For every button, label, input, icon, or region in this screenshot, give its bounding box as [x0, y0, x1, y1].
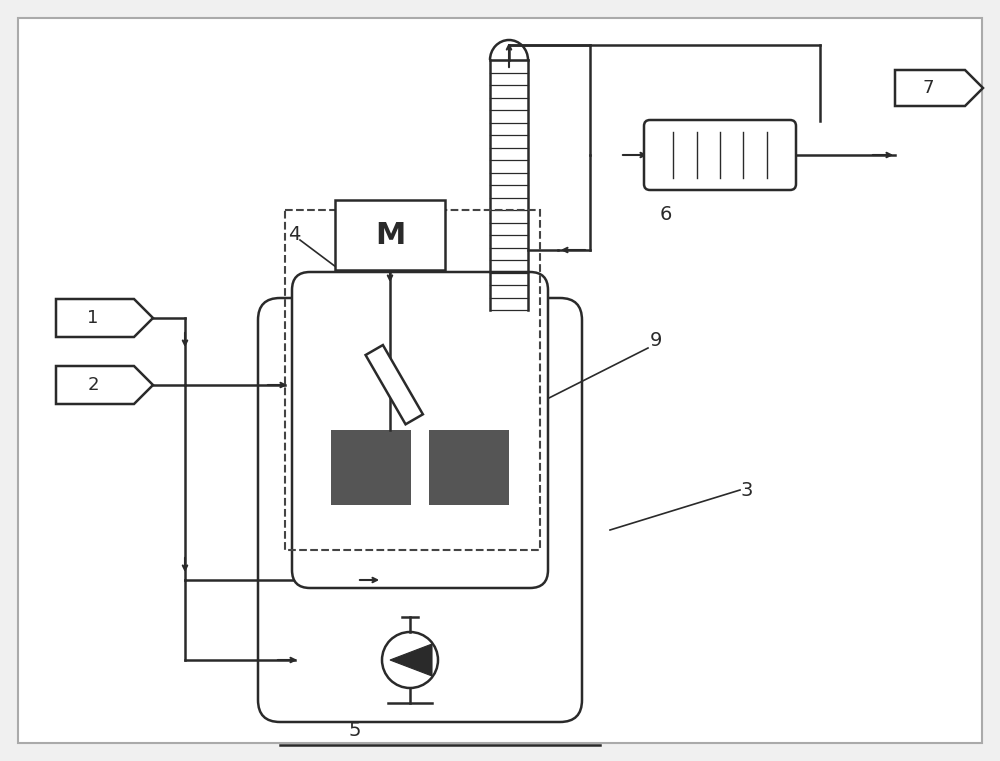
Text: 5: 5 [349, 721, 361, 740]
FancyBboxPatch shape [292, 272, 548, 588]
Polygon shape [895, 70, 983, 106]
FancyBboxPatch shape [366, 345, 423, 425]
Bar [429, 430, 509, 505]
Bar [331, 430, 411, 505]
Text: 1: 1 [87, 309, 99, 327]
FancyBboxPatch shape [258, 298, 582, 722]
Text: 7: 7 [922, 79, 934, 97]
Bar [335, 200, 445, 270]
Text: 9: 9 [650, 330, 662, 349]
Text: 2: 2 [87, 376, 99, 394]
Circle shape [382, 632, 438, 688]
FancyBboxPatch shape [644, 120, 796, 190]
Bar [285, 210, 540, 550]
Text: 3: 3 [740, 480, 752, 499]
Polygon shape [390, 644, 432, 676]
Text: 4: 4 [288, 225, 300, 244]
Polygon shape [56, 299, 153, 337]
Polygon shape [56, 366, 153, 404]
Text: 6: 6 [660, 205, 672, 224]
Text: M: M [375, 221, 405, 250]
